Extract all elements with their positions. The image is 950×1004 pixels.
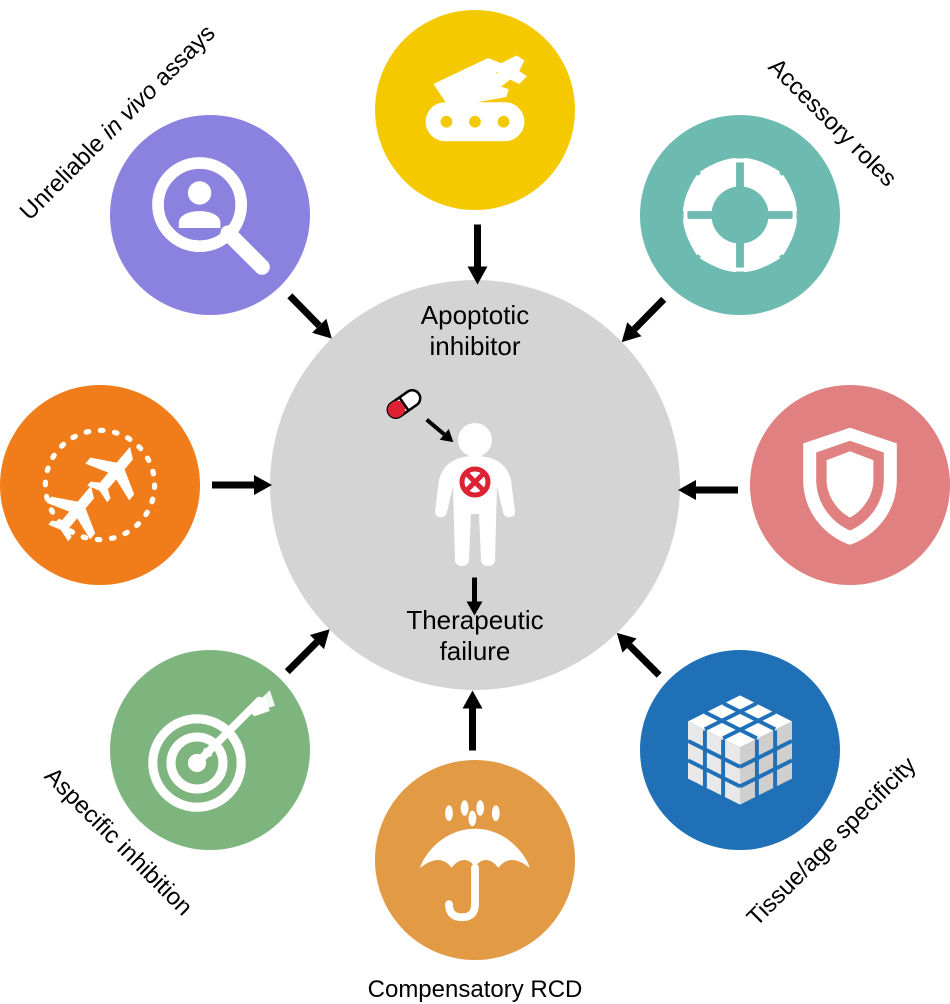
node-non_apoptotic (375, 10, 575, 210)
swiss-icon (410, 45, 540, 175)
person-icon (425, 420, 525, 575)
label-compensatory: Compensatory RCD (368, 976, 583, 1004)
arrow-protective (678, 473, 738, 502)
planes-icon (35, 420, 165, 550)
node-tissue_age (640, 650, 840, 850)
node-rcd_pathway (0, 385, 200, 585)
arrow-rcd_pathway (212, 473, 272, 502)
node-aspecific (110, 650, 310, 850)
umbrella-icon (410, 795, 540, 925)
lifebuoy-icon (675, 150, 805, 280)
arrow-compensatory (461, 691, 490, 751)
node-compensatory (375, 760, 575, 960)
magnify-icon (145, 150, 275, 280)
node-accessory (640, 115, 840, 315)
inner-arrow (460, 578, 485, 616)
shield-icon (785, 420, 915, 550)
arrow-non_apoptotic (461, 225, 490, 285)
node-protective (750, 385, 950, 585)
center-label-top: Apoptoticinhibitor (375, 300, 575, 362)
rubik-icon (675, 685, 805, 815)
target-icon (145, 685, 275, 815)
diagram-stage: ApoptoticinhibitorTherapeuticfailure (0, 0, 950, 951)
node-unreliable (110, 115, 310, 315)
